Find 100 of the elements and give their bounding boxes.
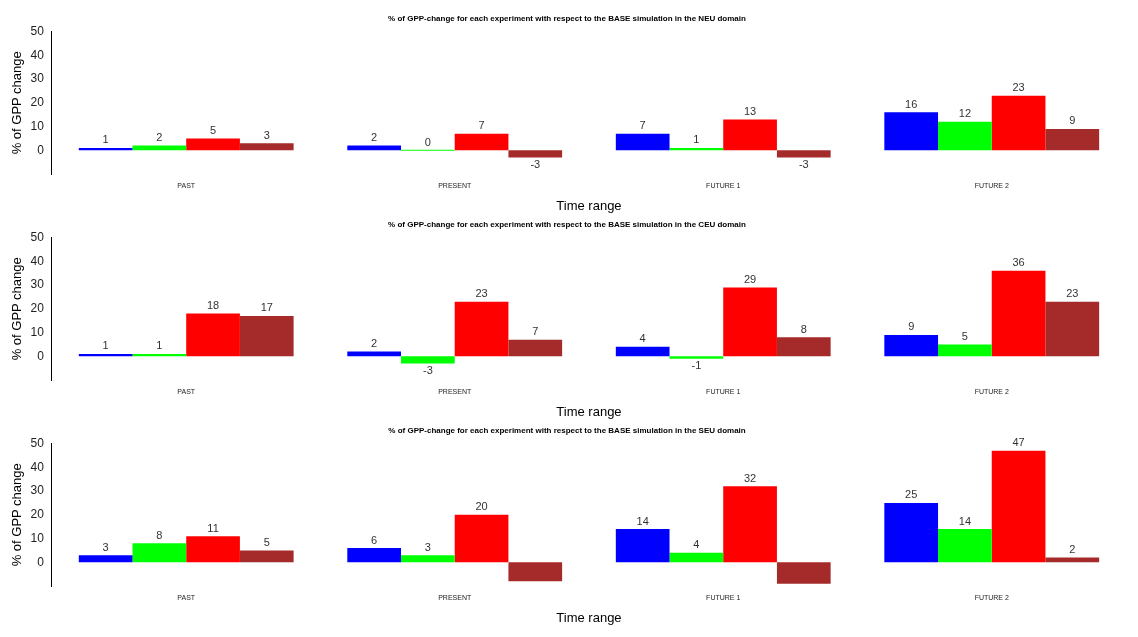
- y-axis-title: % of GPP change: [9, 51, 25, 155]
- y-tick-label: 10: [30, 530, 45, 545]
- data-label: 4: [693, 538, 700, 551]
- data-label: 8: [800, 322, 807, 335]
- bar: [186, 138, 240, 151]
- data-label: 0: [424, 136, 431, 149]
- data-label: 14: [958, 514, 972, 527]
- bar: [723, 486, 777, 563]
- bar: [669, 356, 724, 359]
- bar: [186, 536, 240, 563]
- bar: [78, 555, 133, 563]
- y-tick-label: 10: [30, 324, 45, 339]
- data-label: 4: [639, 332, 646, 345]
- y-tick-label: 0: [37, 142, 45, 157]
- data-label: 1: [156, 339, 163, 352]
- bar: [508, 562, 563, 582]
- data-label: 3: [102, 540, 109, 553]
- y-tick-label: 30: [30, 483, 45, 498]
- bar: [723, 119, 777, 151]
- bar: [401, 356, 455, 364]
- bar: [884, 502, 939, 563]
- y-tick-label: 10: [30, 118, 45, 133]
- y-tick-label: 50: [30, 23, 45, 38]
- y-tick-label: 40: [30, 47, 45, 62]
- data-label: 29: [743, 272, 757, 285]
- bar: [669, 552, 724, 563]
- bar: [938, 529, 992, 563]
- data-label: 12: [958, 107, 972, 120]
- data-label: -3: [422, 363, 433, 376]
- y-tick-label: 20: [30, 507, 45, 522]
- bar: [991, 95, 1046, 151]
- data-label: 5: [263, 535, 270, 548]
- bar: [938, 121, 992, 151]
- data-label: 16: [905, 97, 918, 110]
- bar: [401, 555, 455, 563]
- data-label: 17: [260, 301, 273, 314]
- data-label: 5: [209, 123, 217, 136]
- y-tick-label: 0: [37, 554, 45, 569]
- bar: [186, 313, 240, 357]
- y-tick-label: 20: [30, 95, 45, 110]
- data-label: -3: [530, 157, 541, 170]
- data-label: 11: [207, 521, 219, 534]
- data-label: 8: [156, 528, 163, 541]
- bar: [239, 550, 294, 563]
- data-label: 13: [743, 104, 757, 117]
- bar: [884, 334, 939, 357]
- bar: [132, 543, 187, 563]
- bar: [239, 315, 294, 357]
- data-label: 6: [371, 533, 378, 546]
- chart-title: % of GPP-change for each experiment with respect to the BASE simulation in the NEU domain: [388, 14, 747, 23]
- data-label: 7: [532, 325, 539, 338]
- y-tick-label: 40: [30, 253, 45, 268]
- bar: [615, 346, 670, 357]
- bar: [776, 562, 831, 584]
- data-label: 23: [1066, 287, 1079, 300]
- data-label: 2: [1069, 543, 1076, 556]
- data-label: 5: [961, 329, 968, 342]
- y-tick-label: 20: [30, 301, 45, 316]
- data-label: 2: [371, 337, 378, 350]
- bar: [454, 514, 509, 563]
- bar: [723, 287, 777, 357]
- x-axis-title: Time range: [556, 609, 622, 625]
- bar: [454, 301, 509, 357]
- data-label: 14: [636, 514, 649, 527]
- y-axis-title: % of GPP change: [9, 463, 25, 567]
- chart-title: % of GPP-change for each experiment with respect to the BASE simulation in the SEU domain: [388, 426, 746, 435]
- bar: [454, 133, 509, 151]
- bar: [615, 529, 670, 563]
- y-tick-label: 0: [37, 348, 45, 363]
- bar: [508, 150, 563, 158]
- bar: [938, 344, 992, 357]
- x-axis-title: Time range: [556, 197, 622, 213]
- bar: [1045, 301, 1100, 357]
- chart-title: % of GPP-change for each experiment with respect to the BASE simulation in the CEU domain: [388, 220, 747, 229]
- data-label: 3: [263, 128, 270, 141]
- bar: [884, 112, 939, 151]
- data-label: 1: [693, 133, 700, 146]
- data-label: 1: [102, 133, 109, 146]
- y-axis-title: % of GPP change: [9, 257, 25, 361]
- bar: [776, 150, 831, 158]
- data-label: 9: [1069, 114, 1076, 127]
- data-label: -1: [691, 359, 702, 372]
- data-label: 25: [905, 488, 918, 501]
- y-tick-label: 30: [30, 71, 45, 86]
- data-label: 2: [371, 131, 378, 144]
- bar: [991, 450, 1046, 563]
- data-label: 47: [1012, 436, 1025, 449]
- bar: [1045, 128, 1100, 151]
- data-label: 2: [156, 131, 163, 144]
- bar: [239, 143, 294, 151]
- bar: [347, 548, 402, 563]
- data-label: 20: [475, 500, 488, 513]
- data-label: 23: [475, 287, 488, 300]
- y-tick-label: 50: [30, 435, 45, 450]
- data-label: 7: [478, 119, 485, 132]
- data-label: 3: [424, 540, 431, 553]
- y-tick-label: 50: [30, 229, 45, 244]
- x-axis-title: Time range: [556, 403, 622, 419]
- data-label: 36: [1012, 256, 1025, 269]
- data-label: 23: [1012, 81, 1025, 94]
